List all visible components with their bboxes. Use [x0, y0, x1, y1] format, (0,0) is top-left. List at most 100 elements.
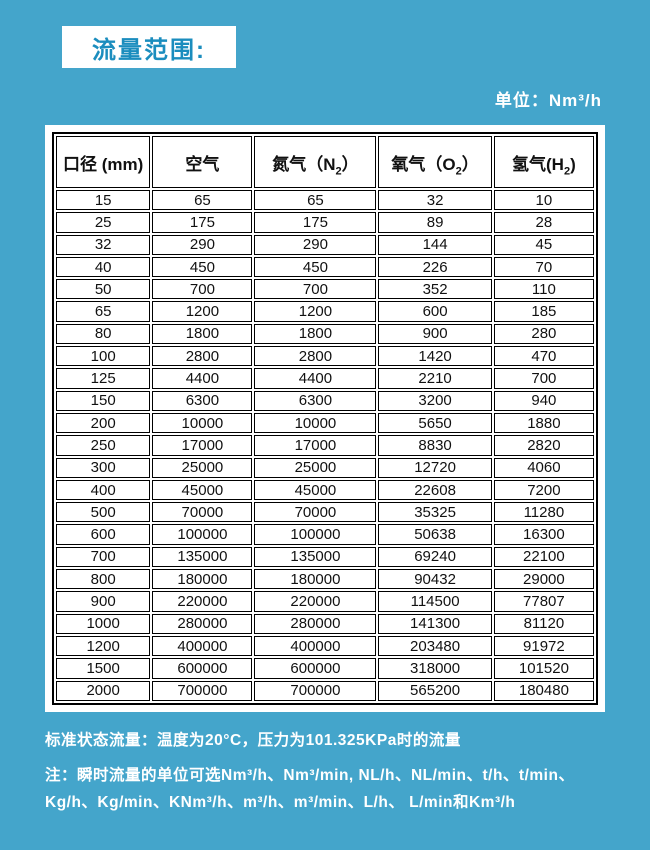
- table-cell: 450: [254, 256, 377, 278]
- table-cell: 150: [56, 390, 151, 411]
- table-cell: 180000: [152, 569, 253, 590]
- table-cell: 565200: [378, 680, 492, 701]
- table-cell: 600000: [152, 658, 253, 679]
- table-cell: 32: [56, 234, 151, 255]
- table-cell: 700000: [254, 680, 377, 701]
- table-cell: 10000: [254, 412, 377, 434]
- table-row: 15 65 65 32 10: [56, 190, 594, 211]
- table-cell: 22100: [493, 546, 594, 568]
- table-cell: 1800: [152, 323, 253, 345]
- table-cell: 600000: [254, 658, 377, 679]
- table-row: 50 700 700 352 110: [56, 279, 594, 300]
- table-cell: 141300: [378, 613, 492, 634]
- table-cell: 2800: [152, 346, 253, 367]
- table-cell: 6300: [152, 390, 253, 411]
- table-cell: 6300: [254, 390, 377, 411]
- table-cell: 600: [56, 524, 151, 545]
- header-text: 口径 (mm): [63, 154, 144, 174]
- table-cell: 800: [56, 569, 151, 590]
- table-cell: 280: [493, 323, 594, 345]
- table-row: 32 290 290 144 45: [56, 234, 594, 255]
- table-row: 40 450 450 226 70: [56, 256, 594, 278]
- table-cell: 220000: [254, 591, 377, 612]
- table-cell: 101520: [493, 658, 594, 679]
- header-text: 氮气（N: [272, 154, 336, 174]
- unit-options-note-line1: 注：瞬时流量的单位可选Nm³/h、Nm³/min, NL/h、NL/min、t/…: [45, 767, 575, 784]
- table-cell: 3200: [378, 390, 492, 411]
- table-cell: 400000: [254, 635, 377, 657]
- table-cell: 1880: [493, 412, 594, 434]
- table-row: 300 25000 25000 12720 4060: [56, 457, 594, 478]
- header-text: 氢气(H: [512, 154, 564, 174]
- table-cell: 70000: [254, 502, 377, 523]
- table-cell: 600: [378, 301, 492, 322]
- table-cell: 700: [493, 368, 594, 389]
- table-cell: 135000: [152, 546, 253, 568]
- table-cell: 100000: [152, 524, 253, 545]
- table-cell: 450: [152, 256, 253, 278]
- table-cell: 1000: [56, 613, 151, 634]
- table-cell: 45: [493, 234, 594, 255]
- table-cell: 250: [56, 435, 151, 456]
- table-row: 65 1200 1200 600 185: [56, 301, 594, 322]
- table-cell: 10: [493, 190, 594, 211]
- table-cell: 2210: [378, 368, 492, 389]
- table-row: 1000 280000 280000 141300 81120: [56, 613, 594, 634]
- unit-label: 单位：Nm³/h: [494, 91, 602, 110]
- table-header: 口径 (mm) 空气 氮气（N2） 氧气（O2） 氢气(H2): [56, 136, 594, 188]
- table-cell: 25000: [254, 457, 377, 478]
- table-cell: 7200: [493, 479, 594, 501]
- table-cell: 114500: [378, 591, 492, 612]
- table-cell: 69240: [378, 546, 492, 568]
- header-subscript: 2: [335, 164, 342, 177]
- table-row: 125 4400 4400 2210 700: [56, 368, 594, 389]
- table-cell: 470: [493, 346, 594, 367]
- table-row: 900 220000 220000 114500 77807: [56, 591, 594, 612]
- table-cell: 50: [56, 279, 151, 300]
- table-cell: 4400: [152, 368, 253, 389]
- table-cell: 290: [254, 234, 377, 255]
- table-cell: 900: [378, 323, 492, 345]
- header-subscript: 2: [563, 164, 571, 177]
- table-cell: 175: [254, 212, 377, 233]
- table-cell: 500: [56, 502, 151, 523]
- table-row: 1500 600000 600000 318000 101520: [56, 658, 594, 679]
- table-header-row: 口径 (mm) 空气 氮气（N2） 氧气（O2） 氢气(H2): [56, 136, 594, 188]
- table-cell: 45000: [152, 479, 253, 501]
- table-cell: 5650: [378, 412, 492, 434]
- flow-table-panel: 口径 (mm) 空气 氮气（N2） 氧气（O2） 氢气(H2) 15 65 65 32…: [45, 125, 605, 712]
- table-cell: 280000: [254, 613, 377, 634]
- table-cell: 65: [152, 190, 253, 211]
- table-row: 2000 700000 700000 565200 180480: [56, 680, 594, 701]
- table-row: 600 100000 100000 50638 16300: [56, 524, 594, 545]
- header-subscript: 2: [455, 164, 462, 177]
- table-cell: 2800: [254, 346, 377, 367]
- unit-options-note-line2: Kg/h、Kg/min、KNm³/h、m³/h、m³/min、L/h、 L/mi…: [45, 794, 516, 811]
- table-cell: 1420: [378, 346, 492, 367]
- table-cell: 90432: [378, 569, 492, 590]
- table-cell: 280000: [152, 613, 253, 634]
- table-row: 500 70000 70000 35325 11280: [56, 502, 594, 523]
- header-text: 空气: [185, 154, 220, 174]
- table-row: 200 10000 10000 5650 1880: [56, 412, 594, 434]
- table-cell: 2000: [56, 680, 151, 701]
- flow-range-table: 口径 (mm) 空气 氮气（N2） 氧气（O2） 氢气(H2) 15 65 65 32…: [52, 132, 598, 705]
- table-cell: 4060: [493, 457, 594, 478]
- table-cell: 700: [56, 546, 151, 568]
- table-cell: 220000: [152, 591, 253, 612]
- table-cell: 144: [378, 234, 492, 255]
- table-row: 100 2800 2800 1420 470: [56, 346, 594, 367]
- column-header-hydrogen: 氢气(H2): [493, 136, 594, 188]
- column-header-nitrogen: 氮气（N2）: [254, 136, 377, 188]
- table-cell: 185: [493, 301, 594, 322]
- table-cell: 65: [254, 190, 377, 211]
- table-cell: 203480: [378, 635, 492, 657]
- header-text: ）: [341, 154, 359, 174]
- standard-flow-note: 标准状态流量：温度为20°C，压力为101.325KPa时的流量: [45, 732, 461, 749]
- table-cell: 400: [56, 479, 151, 501]
- table-cell: 2820: [493, 435, 594, 456]
- column-header-diameter: 口径 (mm): [56, 136, 151, 188]
- table-row: 1200 400000 400000 203480 91972: [56, 635, 594, 657]
- header-text: 氧气（O: [391, 154, 456, 174]
